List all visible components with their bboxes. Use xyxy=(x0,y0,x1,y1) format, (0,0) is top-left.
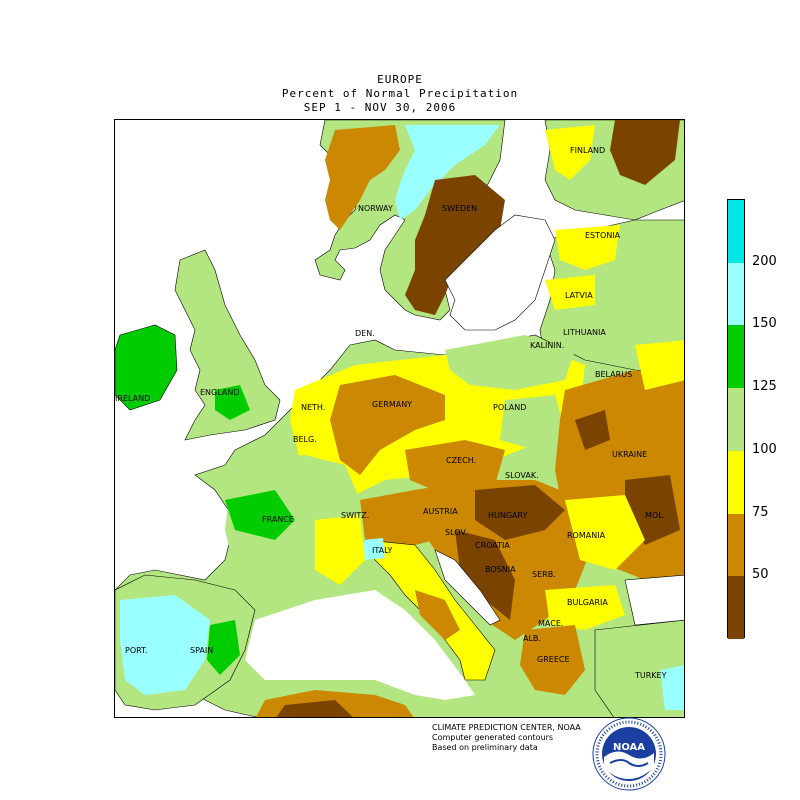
label-hungary: HUNGARY xyxy=(488,511,528,520)
label-czech: CZECH. xyxy=(446,456,476,465)
label-greece: GREECE xyxy=(537,655,570,664)
germany-brown xyxy=(330,375,445,475)
label-sloven: SLOV. xyxy=(445,528,467,537)
label-croatia: CROATIA xyxy=(475,541,510,550)
alps-cyan xyxy=(363,538,385,560)
poland-green xyxy=(500,395,565,450)
label-romania: ROMANIA xyxy=(567,531,606,540)
croatia-darkbrown xyxy=(455,530,515,620)
map-period: SEP 1 - NOV 30, 2006 xyxy=(303,101,457,114)
black-sea xyxy=(624,574,684,626)
color-legend xyxy=(727,199,745,639)
france-yellow xyxy=(315,515,365,585)
label-italy: ITALY xyxy=(372,546,392,555)
label-bosnia: BOSNIA xyxy=(485,565,516,574)
legend-swatch xyxy=(728,325,744,389)
label-switz: SWITZ. xyxy=(341,511,369,520)
label-sweden: SWEDEN xyxy=(442,204,477,213)
norway-brown xyxy=(325,125,400,230)
iberia-green xyxy=(207,620,240,675)
noaa-logo-icon: NOAA xyxy=(592,717,666,791)
north-africa-darkbrown xyxy=(276,700,353,717)
adriatic-sea xyxy=(434,549,501,626)
finland-yellow xyxy=(545,125,595,180)
legend-tick-label: 100 xyxy=(752,441,777,457)
label-latvia: LATVIA xyxy=(565,291,593,300)
belarus-yellow xyxy=(635,340,684,390)
map-title: EUROPE xyxy=(377,73,423,86)
credits: CLIMATE PREDICTION CENTER, NOAA Computer… xyxy=(432,723,581,753)
baltic-coast-green xyxy=(445,335,575,390)
legend-tick-label: 150 xyxy=(752,316,777,332)
credits-line2: Computer generated contours xyxy=(432,733,554,742)
legend-swatch xyxy=(728,450,744,514)
ireland-land xyxy=(115,324,178,411)
label-alb: ALB. xyxy=(523,634,541,643)
credits-line1: CLIMATE PREDICTION CENTER, NOAA xyxy=(432,723,581,732)
label-slovak: SLOVAK. xyxy=(505,471,539,480)
turkey-cyan xyxy=(660,665,684,710)
iberia-cyan xyxy=(120,595,210,695)
label-turkey: TURKEY xyxy=(634,671,667,680)
label-poland: POLAND xyxy=(493,403,526,412)
legend-tick-label: 50 xyxy=(752,567,769,583)
norway-cyan xyxy=(395,125,500,220)
map-subtitle: Percent of Normal Precipitation xyxy=(281,87,519,100)
map-svg: FINLAND NORWAY SWEDEN ESTONIA LATVIA LIT… xyxy=(115,120,684,717)
label-kalinin: KALININ. xyxy=(530,341,564,350)
britain-land xyxy=(174,249,281,441)
label-ukraine: UKRAINE xyxy=(612,450,647,459)
france-dark-green xyxy=(225,490,295,540)
label-bulgaria: BULGARIA xyxy=(567,598,608,607)
legend-tick-label: 75 xyxy=(752,504,769,520)
legend-swatch xyxy=(728,388,744,451)
label-finland: FINLAND xyxy=(570,146,605,155)
label-neth: NETH. xyxy=(301,403,325,412)
label-maced: MACE. xyxy=(538,619,563,628)
legend-swatch xyxy=(728,262,744,326)
mediterranean-sea xyxy=(245,590,475,700)
label-austria: AUSTRIA xyxy=(423,507,458,516)
label-lithuania: LITHUANIA xyxy=(563,328,606,337)
sweden-darkbrown xyxy=(405,175,505,315)
label-port: PORT. xyxy=(125,646,148,655)
label-belg: BELG. xyxy=(293,435,317,444)
ukraine-darkbrown xyxy=(575,410,610,450)
hungary-darkbrown xyxy=(475,485,565,540)
legend-swatch xyxy=(728,576,744,639)
england-green xyxy=(215,385,250,420)
baltic-sea xyxy=(444,214,556,331)
romania-yellow xyxy=(565,495,645,570)
label-belarus: BELARUS xyxy=(595,370,632,379)
bulgaria-yellow xyxy=(545,585,625,630)
italy-brown xyxy=(415,590,460,640)
credits-line3: Based on preliminary data xyxy=(432,743,538,752)
legend-swatch xyxy=(728,200,744,263)
noaa-logo-text: NOAA xyxy=(613,742,645,753)
precipitation-map: FINLAND NORWAY SWEDEN ESTONIA LATVIA LIT… xyxy=(114,119,685,718)
label-england: ENGLAND xyxy=(200,388,240,397)
label-serb: SERB. xyxy=(532,570,556,579)
label-france: FRANCE xyxy=(262,515,294,524)
legend-tick-label: 125 xyxy=(752,379,777,395)
legend-swatch xyxy=(728,513,744,577)
latvia-yellow xyxy=(545,275,595,310)
label-ireland: IRELAND xyxy=(115,394,150,403)
noaa-logo: NOAA xyxy=(592,717,666,791)
label-germany: GERMANY xyxy=(372,400,412,409)
finland-darkbrown xyxy=(610,120,680,185)
estonia-yellow xyxy=(555,225,620,270)
alps-brown xyxy=(360,490,445,550)
label-norway: NORWAY xyxy=(358,204,393,213)
label-mol: MOL. xyxy=(645,511,665,520)
legend-tick-label: 200 xyxy=(752,253,777,269)
label-spain: SPAIN xyxy=(190,646,213,655)
label-estonia: ESTONIA xyxy=(585,231,621,240)
greece-brown xyxy=(520,625,585,695)
label-den: DEN. xyxy=(355,329,375,338)
